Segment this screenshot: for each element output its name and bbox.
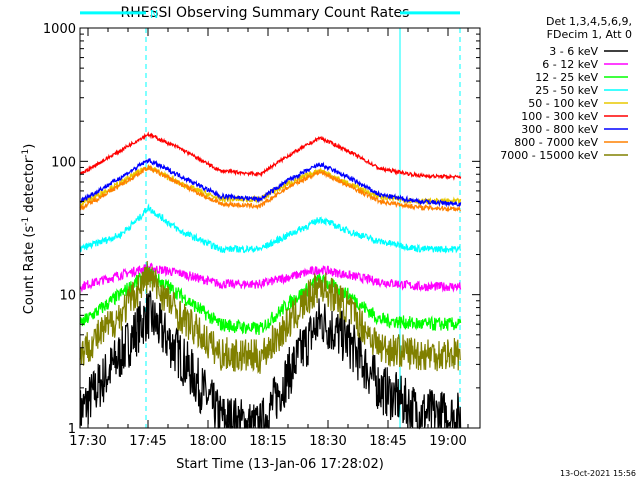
legend-header-line-1: Det 1,3,4,5,6,9, [546, 15, 632, 28]
y-tick-label: 1 [68, 422, 76, 437]
series-line-7 [79, 164, 462, 213]
axes-layer: 1 10 100 1000 17:30 17:45 18:00 18:15 18:30 18:45… [43, 22, 481, 449]
legend: Det 1,3,4,5,6,9, FDecim 1, Att 0 3 - 6 k… [500, 15, 632, 162]
legend-label-6: 300 - 800 keV [521, 123, 598, 136]
legend-header-line-2: FDecim 1, Att 0 [547, 28, 632, 41]
legend-label-2: 12 - 25 keV [535, 71, 598, 84]
y-tick-label: 100 [51, 155, 76, 170]
x-tick-label: 18:45 [369, 434, 406, 449]
x-tick-label: 18:30 [309, 434, 346, 449]
legend-label-1: 6 - 12 keV [542, 58, 598, 71]
series-line-8 [79, 260, 462, 374]
legend-label-3: 25 - 50 keV [535, 84, 598, 97]
legend-label-5: 100 - 300 keV [521, 110, 598, 123]
legend-label-4: 50 - 100 keV [528, 97, 598, 110]
data-layer [79, 131, 462, 430]
series-line-6 [79, 158, 462, 208]
x-tick-label: 18:00 [189, 434, 226, 449]
night-bar-label: N [150, 8, 158, 21]
y-tick-label: 10 [59, 289, 76, 304]
y-axis-label: Count Rate (s-1 detector-1) [21, 144, 37, 315]
legend-label-8: 7000 - 15000 keV [500, 149, 598, 162]
x-tick-label: 19:00 [429, 434, 466, 449]
plot-frame [79, 27, 481, 429]
series-line-3 [79, 203, 462, 254]
x-tick-label: 17:30 [69, 434, 106, 449]
plot-area: N [80, 8, 461, 428]
legend-label-7: 800 - 7000 keV [514, 136, 598, 149]
series-line-0 [79, 290, 462, 430]
chart-title: RHESSI Observing Summary Count Rates [121, 5, 410, 21]
x-axis-label: Start Time (13-Jan-06 17:28:02) [176, 457, 384, 472]
series-line-5 [79, 131, 462, 181]
x-tick-label: 18:15 [249, 434, 286, 449]
legend-label-0: 3 - 6 keV [549, 45, 598, 58]
y-tick-label: 1000 [43, 22, 76, 37]
timestamp: 13-Oct-2021 15:56 [560, 469, 636, 478]
x-tick-label: 17:45 [129, 434, 166, 449]
